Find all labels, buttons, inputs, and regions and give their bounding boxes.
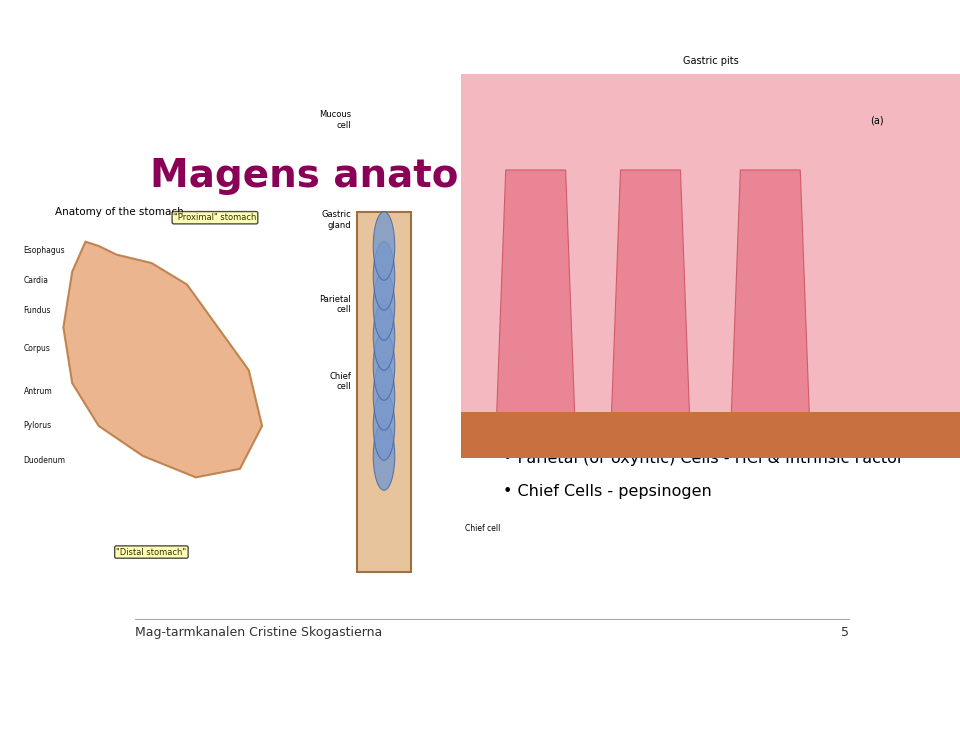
Text: Gastric Glands: Gastric Glands: [503, 319, 650, 337]
Text: Mucus: Mucus: [465, 194, 490, 203]
Text: Mag-tarmkanalen Cristine Skogastierna: Mag-tarmkanalen Cristine Skogastierna: [134, 626, 382, 638]
Text: • Neck Cells - soluble mucous: • Neck Cells - soluble mucous: [503, 385, 742, 400]
FancyBboxPatch shape: [461, 74, 960, 458]
Text: KI: KI: [673, 120, 684, 131]
Text: Chief cell: Chief cell: [465, 525, 500, 534]
Circle shape: [373, 361, 395, 430]
Text: Fundus: Fundus: [24, 306, 51, 315]
FancyBboxPatch shape: [461, 412, 960, 458]
Text: Chief
cell: Chief cell: [329, 372, 351, 391]
Text: • G cells - gastrin (peptid hormon): • G cells - gastrin (peptid hormon): [503, 418, 780, 433]
Polygon shape: [495, 170, 576, 439]
Text: Parietal
cell: Parietal cell: [320, 295, 351, 314]
Polygon shape: [63, 242, 262, 477]
Text: "Distal stomach": "Distal stomach": [116, 548, 186, 556]
Circle shape: [373, 422, 395, 490]
Polygon shape: [611, 170, 690, 439]
Circle shape: [373, 332, 395, 401]
Text: Cardia: Cardia: [24, 276, 49, 285]
Text: Mucous
neck cell: Mucous neck cell: [465, 304, 498, 324]
Text: "Proximal" stomach: "Proximal" stomach: [174, 214, 256, 222]
Text: 5: 5: [841, 626, 849, 638]
Text: Mucous
cell: Mucous cell: [319, 110, 351, 130]
Circle shape: [373, 242, 395, 310]
Text: Gastric
gland: Gastric gland: [322, 210, 351, 230]
Circle shape: [373, 392, 395, 460]
Polygon shape: [357, 211, 411, 572]
Text: Parietal cell: Parietal cell: [465, 421, 510, 430]
Text: Esophagus: Esophagus: [24, 246, 65, 255]
Text: Duodenum: Duodenum: [24, 456, 65, 465]
Text: Pylorus: Pylorus: [24, 421, 52, 430]
Text: • Surface Epithelium - insoluble mucous: • Surface Epithelium - insoluble mucous: [503, 353, 827, 367]
Text: Corpus: Corpus: [24, 344, 51, 353]
Text: Antrum: Antrum: [24, 387, 53, 396]
Text: Institutet: Institutet: [721, 128, 825, 146]
Text: Anatomy of the stomach: Anatomy of the stomach: [55, 208, 183, 217]
Circle shape: [373, 211, 395, 280]
Text: Gastric juice: Gastric juice: [465, 225, 513, 234]
Text: (a): (a): [870, 115, 884, 125]
Circle shape: [373, 302, 395, 370]
Text: Magens anatomi: Magens anatomi: [150, 157, 512, 195]
Text: • Chief Cells - pepsinogen: • Chief Cells - pepsinogen: [503, 484, 712, 499]
Polygon shape: [731, 170, 810, 439]
Text: Gastric pits: Gastric pits: [683, 56, 738, 67]
Text: Karolinska: Karolinska: [721, 108, 837, 126]
Circle shape: [373, 272, 395, 340]
Text: • Parietal (or oxyntic) Cells - HCl & Intrinsic Factor: • Parietal (or oxyntic) Cells - HCl & In…: [503, 451, 903, 466]
